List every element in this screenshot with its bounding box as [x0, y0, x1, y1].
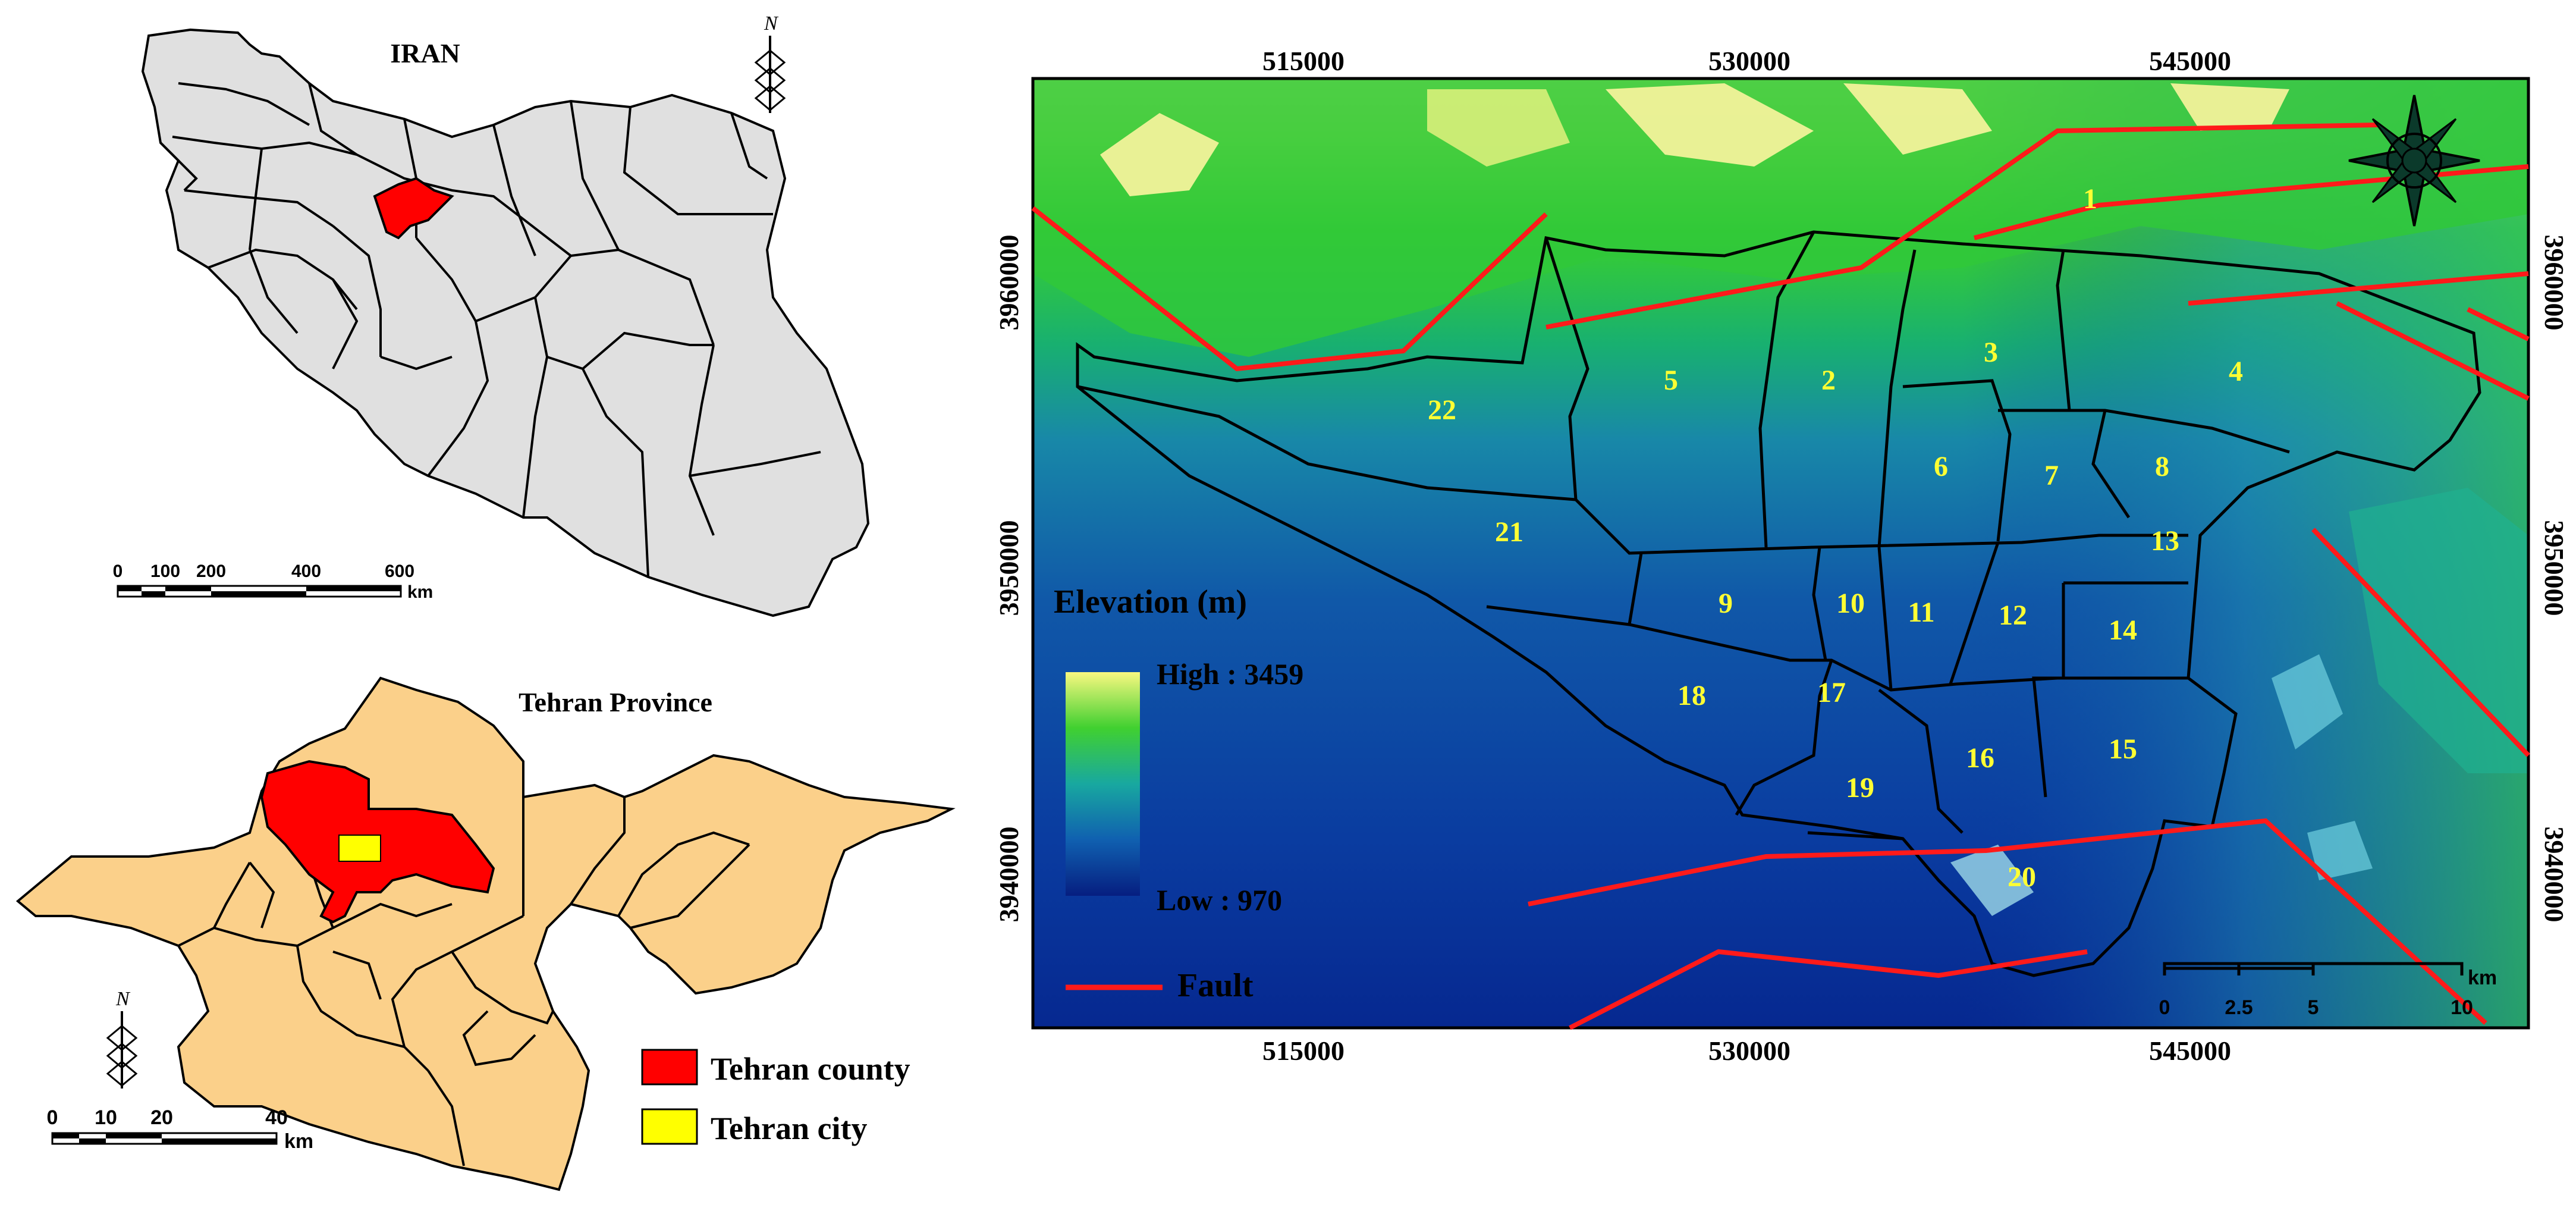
district-label-15: 15	[2109, 733, 2137, 765]
svg-text:600: 600	[385, 561, 414, 581]
district-label-22: 22	[1428, 394, 1456, 426]
svg-text:100: 100	[150, 561, 180, 581]
x-tick-bottom-2: 530000	[1708, 1036, 1790, 1066]
y-tick-right-2: 3950000	[2539, 520, 2569, 616]
svg-text:0: 0	[113, 561, 123, 581]
axis-ticks: 515000 530000 545000 515000 530000 54500…	[994, 46, 2569, 1066]
province-map: Tehran Province N 0 10 20 40 km Tehran c…	[15, 676, 956, 1191]
district-labels: 1 2 3 4 5 6 7 8 9 10 11 12 13 14 15 16 1…	[1428, 183, 2243, 893]
tehran-city-area	[338, 835, 381, 862]
province-title: Tehran Province	[519, 687, 712, 717]
dem-map-panel: 1 2 3 4 5 6 7 8 9 10 11 12 13 14 15 16 1…	[975, 0, 2576, 1214]
district-label-1: 1	[2083, 183, 2097, 215]
district-label-4: 4	[2229, 356, 2243, 387]
iran-map: IRAN N 0 100 200 400 600 km	[113, 12, 870, 617]
province-county-borders	[178, 797, 750, 1166]
district-label-13: 13	[2151, 525, 2179, 557]
district-label-20: 20	[2008, 861, 2036, 893]
svg-text:2.5: 2.5	[2225, 996, 2253, 1019]
district-label-7: 7	[2044, 460, 2059, 491]
fault-lines	[1031, 123, 2530, 1030]
svg-text:0: 0	[47, 1106, 58, 1129]
iran-title: IRAN	[390, 38, 460, 68]
svg-text:40: 40	[265, 1106, 288, 1129]
province-map-panel: Tehran Province N 0 10 20 40 km Tehran c…	[0, 630, 975, 1214]
district-label-11: 11	[1908, 597, 1934, 628]
district-label-9: 9	[1719, 588, 1733, 619]
district-label-6: 6	[1934, 451, 1948, 482]
district-label-21: 21	[1495, 516, 1523, 548]
elevation-raster	[1033, 79, 2528, 1028]
iran-map-panel: IRAN N 0 100 200 400 600 km	[0, 0, 951, 630]
district-label-8: 8	[2155, 451, 2169, 482]
legend-label-tehran-city: Tehran city	[711, 1111, 868, 1146]
district-boundaries	[1076, 230, 2481, 977]
x-tick-top-1: 515000	[1262, 46, 1344, 76]
city-outline	[1076, 230, 2481, 977]
svg-text:20: 20	[150, 1106, 173, 1129]
y-tick-right-1: 3960000	[2539, 235, 2569, 331]
district-label-12: 12	[1999, 600, 2027, 631]
tehran-province-highlight	[373, 177, 454, 240]
legend-high: High : 3459	[1157, 657, 1303, 691]
legend-low: Low : 970	[1157, 883, 1282, 917]
svg-text:400: 400	[291, 561, 321, 581]
compass-rose-icon	[2348, 95, 2480, 227]
iran-outline	[141, 28, 870, 617]
district-label-2: 2	[1821, 365, 1836, 396]
north-arrow-icon: N	[754, 12, 786, 113]
svg-text:km: km	[284, 1130, 313, 1153]
y-tick-right-3: 3940000	[2539, 827, 2569, 923]
y-tick-left-3: 3940000	[994, 827, 1024, 923]
legend-swatch-tehran-county	[641, 1049, 698, 1086]
svg-text:N: N	[764, 12, 779, 34]
svg-text:N: N	[115, 988, 131, 1010]
dem-map: 1 2 3 4 5 6 7 8 9 10 11 12 13 14 15 16 1…	[994, 46, 2569, 1066]
x-tick-top-3: 545000	[2149, 46, 2231, 76]
svg-text:km: km	[2468, 967, 2497, 989]
district-label-10: 10	[1836, 588, 1865, 619]
district-label-18: 18	[1677, 680, 1706, 711]
elevation-legend: Elevation (m) High : 3459 Low : 970 Faul…	[1054, 584, 1303, 1004]
district-label-5: 5	[1664, 365, 1678, 396]
map-frame	[1031, 77, 2530, 1030]
svg-text:10: 10	[2451, 996, 2473, 1019]
district-label-19: 19	[1846, 772, 1874, 804]
province-scale-bar: 0 10 20 40 km	[47, 1106, 314, 1153]
y-tick-left-1: 3960000	[994, 235, 1024, 331]
x-tick-top-2: 530000	[1708, 46, 1790, 76]
dem-scale-bar: 0 2.5 5 10 km	[2159, 962, 2497, 1019]
legend-swatch-tehran-city	[641, 1108, 698, 1145]
x-tick-bottom-1: 515000	[1262, 1036, 1344, 1066]
x-tick-bottom-3: 545000	[2149, 1036, 2231, 1066]
province-legend: Tehran county Tehran city	[641, 1049, 910, 1146]
district-label-3: 3	[1984, 337, 1998, 368]
svg-text:200: 200	[196, 561, 226, 581]
legend-fault: Fault	[1177, 967, 1254, 1004]
svg-text:km: km	[407, 582, 433, 602]
tehran-province-outline	[15, 676, 956, 1191]
legend-colorbar	[1066, 672, 1140, 896]
y-tick-left-2: 3950000	[994, 520, 1024, 616]
district-label-14: 14	[2109, 614, 2137, 646]
svg-text:10: 10	[95, 1106, 117, 1129]
district-label-16: 16	[1966, 742, 1994, 774]
legend-title: Elevation (m)	[1054, 584, 1247, 620]
svg-text:5: 5	[2308, 996, 2319, 1019]
iran-province-borders	[159, 82, 821, 578]
north-arrow-icon: N	[106, 988, 138, 1088]
legend-label-tehran-county: Tehran county	[711, 1051, 910, 1087]
iran-scale-bar: 0 100 200 400 600 km	[113, 561, 433, 602]
district-label-17: 17	[1817, 677, 1846, 708]
svg-text:0: 0	[2159, 996, 2170, 1019]
